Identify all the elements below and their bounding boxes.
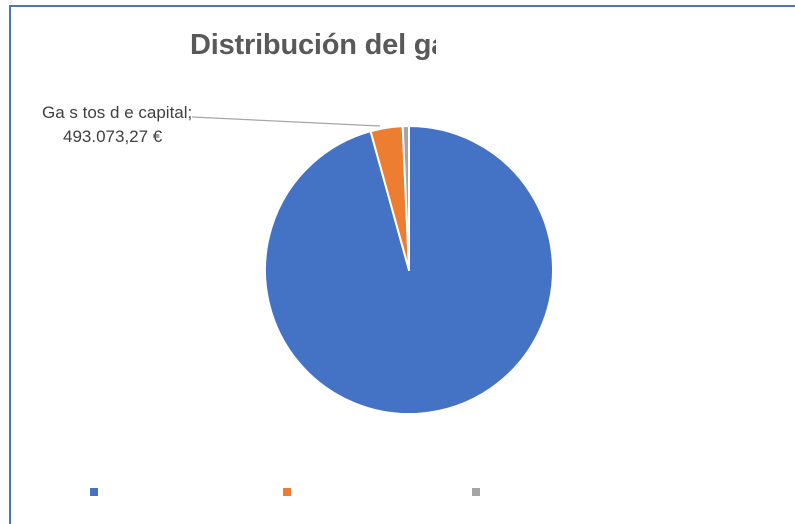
chart-title: Distribución del gas [190,29,436,61]
pie-slice-1 [264,125,554,415]
data-label-value: 493.073,27 € [63,127,163,146]
pie-slice-3 [401,124,410,271]
chart-border-top [9,5,795,7]
legend-swatch-3 [472,488,480,496]
leader-line [191,116,381,127]
data-label-name: Ga s tos d e capital; [42,103,193,122]
legend-swatch-1 [90,488,98,496]
chart-border-left [9,5,11,524]
legend-swatch-2 [283,488,291,496]
